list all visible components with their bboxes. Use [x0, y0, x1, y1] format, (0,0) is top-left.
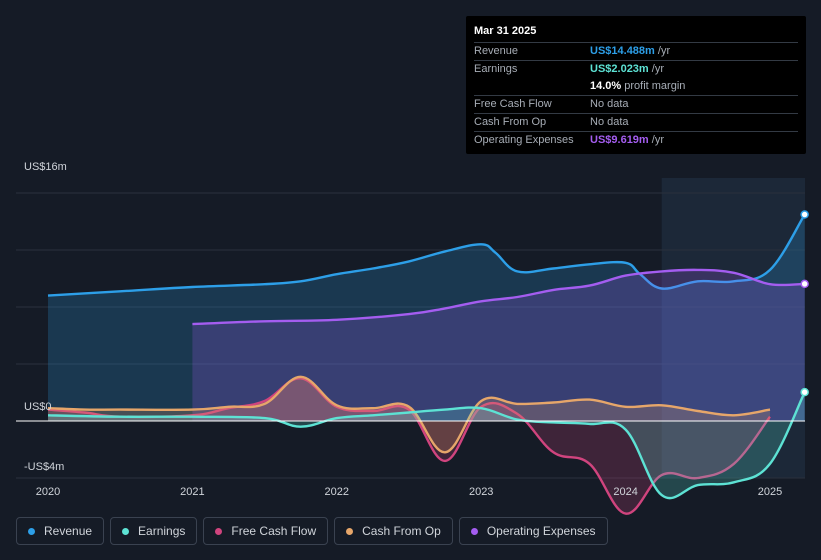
forecast-highlight-band	[661, 178, 805, 478]
endpoint-marker	[800, 279, 809, 289]
endpoint-marker	[800, 210, 809, 219]
legend-label: Operating Expenses	[486, 524, 596, 538]
tooltip-row-value: No data	[590, 98, 629, 110]
legend-label: Free Cash Flow	[231, 524, 317, 538]
series-area-earnings	[48, 392, 805, 499]
tooltip-row: Operating Expenses US$9.619m /yr	[474, 131, 798, 149]
tooltip-row-label	[474, 78, 590, 95]
legend-label: Revenue	[44, 524, 93, 538]
legend-item-free-cash-flow[interactable]: Free Cash Flow	[203, 517, 329, 545]
y-axis-bottom-label: -US$4m	[24, 461, 64, 473]
tooltip-row: Revenue US$14.488m /yr	[474, 42, 798, 60]
tooltip-row-label: Revenue	[474, 45, 519, 57]
x-tick-label: 2021	[180, 486, 204, 498]
x-tick-label: 2020	[36, 486, 60, 498]
series-line-operating-expenses	[192, 268, 805, 326]
tooltip-row: Cash From Op No data	[474, 113, 798, 131]
tooltip-row-value: US$9.619m /yr	[590, 134, 664, 146]
tooltip-row-value: US$14.488m /yr	[590, 45, 671, 57]
tooltip-row: 14.0% profit margin	[474, 78, 798, 95]
tooltip-date: Mar 31 2025	[474, 25, 537, 37]
tooltip-row-value: 14.0% profit margin	[590, 80, 686, 92]
tooltip-row-label: Operating Expenses	[474, 134, 574, 146]
tooltip-row-label: Free Cash Flow	[474, 98, 552, 110]
endpoint-marker	[800, 387, 809, 397]
legend-dot-icon	[122, 527, 130, 535]
legend: Revenue Earnings Free Cash Flow Cash From O…	[16, 517, 608, 545]
legend-label: Earnings	[138, 524, 186, 538]
tooltip-row-value: No data	[590, 116, 629, 128]
legend-item-cash-from-op[interactable]: Cash From Op	[334, 517, 453, 545]
legend-label: Cash From Op	[362, 524, 441, 538]
tooltip-panel: Mar 31 2025 Revenue US$14.488m /yr Earning…	[466, 16, 806, 154]
series-area-cash-from-op	[48, 376, 770, 453]
tooltip-row-label: Cash From Op	[474, 116, 547, 128]
y-axis-top-label: US$16m	[24, 161, 67, 173]
series-area-free-cash-flow	[48, 378, 770, 514]
legend-item-earnings[interactable]: Earnings	[110, 517, 198, 545]
x-tick-label: 2022	[325, 486, 349, 498]
y-axis-zero-label: US$0	[24, 401, 52, 413]
series-area-revenue	[48, 214, 805, 421]
legend-item-revenue[interactable]: Revenue	[16, 517, 105, 545]
series-line-free-cash-flow	[47, 377, 771, 515]
legend-dot-icon	[28, 527, 35, 535]
series-line-revenue	[47, 213, 806, 297]
legend-item-operating-expenses[interactable]: Operating Expenses	[458, 517, 608, 545]
tooltip-row: Earnings US$2.023m /yr	[474, 60, 798, 78]
tooltip-row-label: Earnings	[474, 63, 518, 75]
x-tick-label: 2025	[758, 486, 782, 498]
legend-dot-icon	[215, 527, 223, 535]
tooltip-row: Free Cash Flow No data	[474, 95, 798, 113]
legend-dot-icon	[470, 527, 478, 535]
x-tick-label: 2024	[613, 486, 637, 498]
legend-dot-icon	[346, 527, 354, 535]
series-line-cash-from-op	[47, 375, 771, 454]
x-tick-label: 2023	[469, 486, 493, 498]
series-area-operating-expenses	[192, 269, 805, 421]
tooltip-row-value: US$2.023m /yr	[590, 63, 664, 75]
